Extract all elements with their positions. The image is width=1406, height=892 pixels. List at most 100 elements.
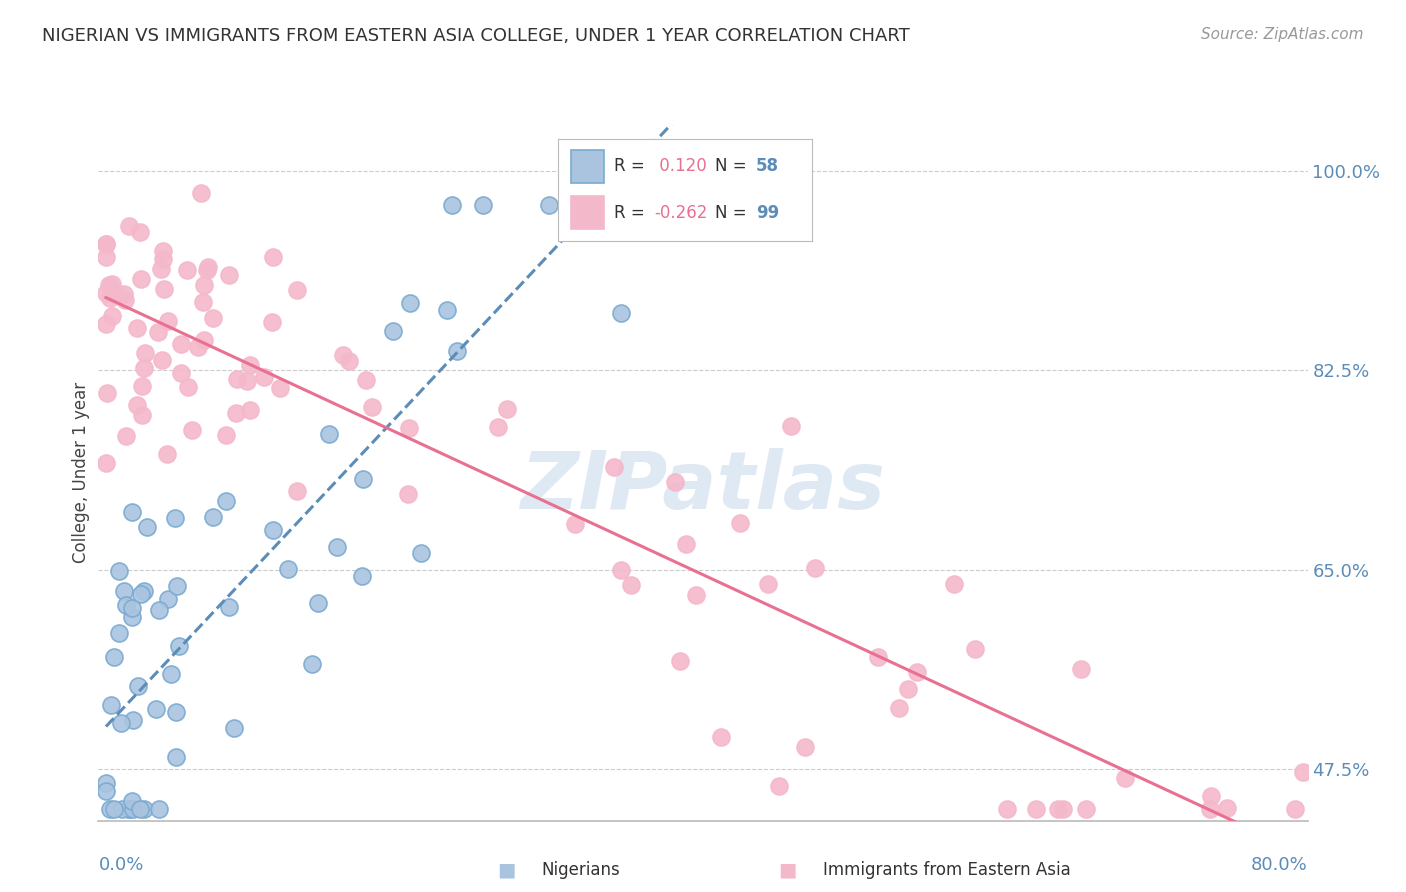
Point (94, 286, 117, 301)
Text: N =: N = (716, 203, 752, 221)
Point (564, 516, 586, 531)
Point (218, 599, 240, 614)
Point (710, 730, 733, 744)
Point (121, 505, 143, 519)
Point (125, 320, 148, 334)
Point (202, 310, 225, 325)
Point (148, 802, 170, 816)
Point (193, 295, 215, 310)
Point (664, 475, 686, 490)
Point (222, 721, 245, 735)
Point (728, 516, 751, 530)
Point (352, 569, 374, 583)
Point (218, 268, 240, 282)
Point (117, 802, 139, 816)
Point (471, 198, 494, 212)
Text: N =: N = (716, 158, 752, 176)
Point (153, 282, 176, 296)
Point (121, 802, 143, 816)
Point (262, 250, 284, 264)
Point (101, 277, 124, 291)
Point (176, 262, 198, 277)
Point (1201, 789, 1223, 803)
Text: 58: 58 (756, 158, 779, 176)
Point (197, 260, 219, 275)
Point (103, 802, 125, 816)
Point (1074, 802, 1097, 816)
Point (307, 596, 329, 610)
Point (94, 784, 117, 798)
Point (111, 802, 134, 816)
Point (868, 649, 890, 664)
Text: R =: R = (614, 203, 650, 221)
Point (360, 400, 382, 414)
Point (201, 510, 224, 524)
Point (177, 380, 200, 394)
Text: 80.0%: 80.0% (1251, 856, 1308, 874)
Point (180, 423, 202, 437)
Point (118, 802, 141, 816)
Point (995, 802, 1018, 816)
Point (669, 654, 692, 668)
Point (396, 486, 419, 500)
Point (114, 599, 136, 613)
Point (122, 713, 145, 727)
Point (165, 705, 187, 719)
Point (942, 576, 965, 591)
Point (239, 358, 262, 372)
Text: R =: R = (614, 158, 650, 176)
Point (382, 324, 405, 338)
Point (97, 277, 120, 292)
Point (609, 563, 631, 577)
Point (963, 642, 986, 657)
Point (804, 561, 827, 575)
Text: 0.0%: 0.0% (98, 856, 143, 874)
Point (94, 237, 117, 252)
Text: ■: ■ (496, 860, 516, 880)
Point (253, 370, 276, 384)
Point (112, 583, 135, 598)
Point (152, 244, 174, 259)
Point (110, 715, 132, 730)
Point (148, 325, 170, 339)
Point (887, 700, 910, 714)
Point (440, 198, 463, 212)
Point (758, 577, 780, 591)
Point (398, 296, 420, 310)
Point (150, 262, 173, 277)
Point (262, 315, 284, 329)
Point (193, 333, 215, 347)
Text: NIGERIAN VS IMMIGRANTS FROM EASTERN ASIA COLLEGE, UNDER 1 YEAR CORRELATION CHART: NIGERIAN VS IMMIGRANTS FROM EASTERN ASIA… (42, 27, 910, 45)
Point (170, 366, 193, 380)
Point (104, 285, 127, 300)
Point (488, 420, 510, 434)
Point (152, 252, 174, 266)
Point (318, 426, 340, 441)
Point (159, 667, 181, 681)
Point (103, 650, 125, 665)
Point (187, 340, 209, 354)
Point (156, 313, 179, 327)
Point (326, 540, 349, 554)
Point (121, 794, 143, 808)
Point (1198, 802, 1220, 816)
Point (94, 236, 117, 251)
Point (398, 421, 420, 435)
Point (100, 309, 122, 323)
Point (129, 587, 152, 601)
Point (768, 779, 790, 793)
Point (1216, 801, 1239, 815)
Point (285, 283, 308, 297)
Point (115, 429, 138, 443)
Point (496, 402, 519, 417)
Point (685, 588, 707, 602)
Point (780, 418, 803, 433)
Point (100, 698, 122, 712)
Point (112, 287, 135, 301)
Point (114, 293, 136, 307)
Point (620, 578, 643, 592)
Point (1070, 662, 1092, 676)
Point (108, 565, 131, 579)
Point (129, 272, 152, 286)
Point (134, 584, 156, 599)
